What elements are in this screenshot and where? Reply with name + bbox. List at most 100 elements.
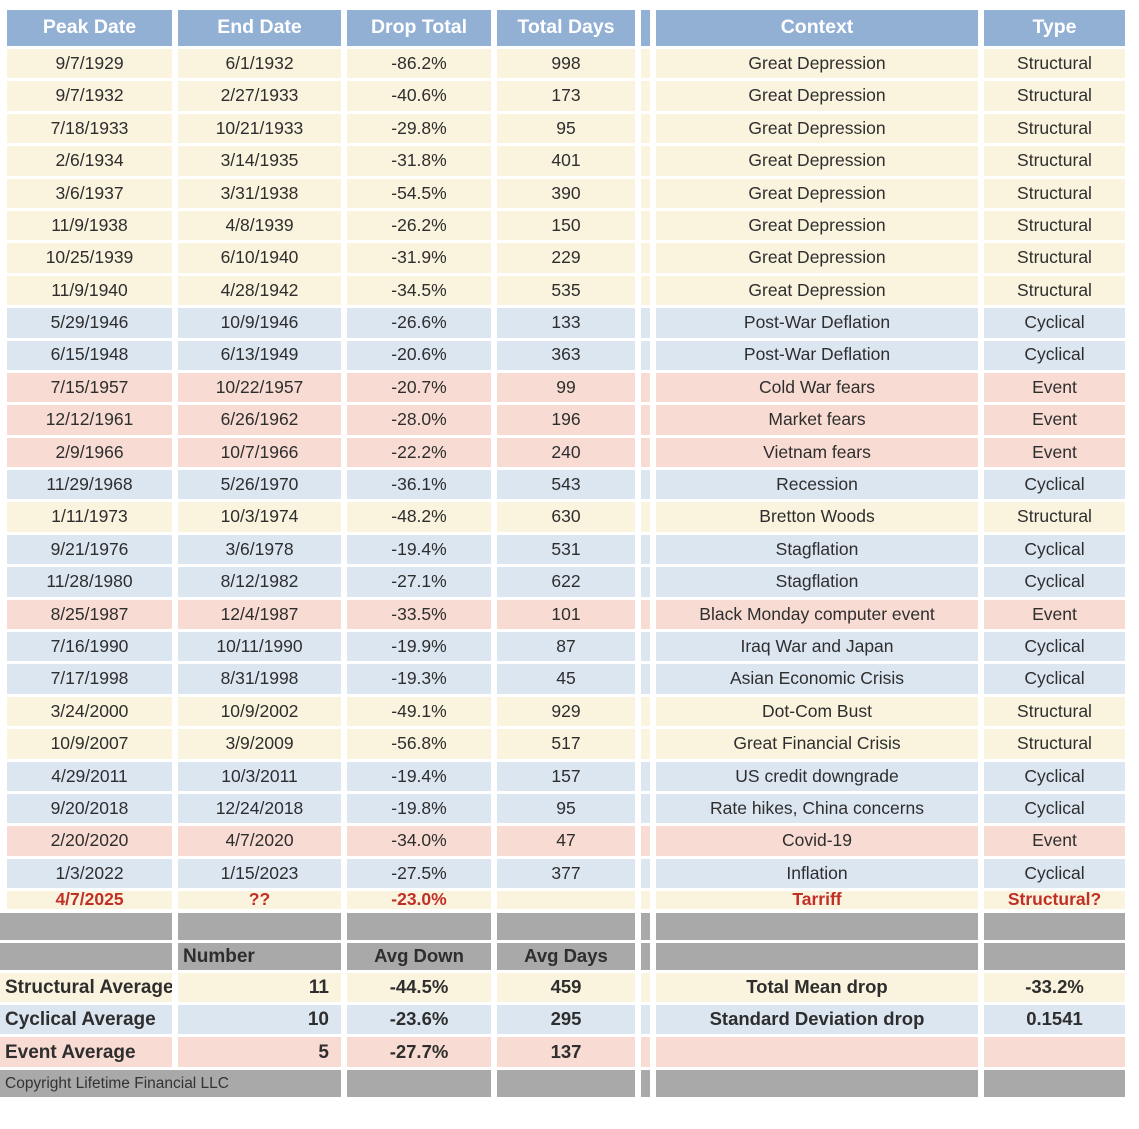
summary-label: Cyclical Average [0, 1005, 172, 1035]
blank-gray-cell [656, 1069, 978, 1097]
cell-drop-total: -20.6% [347, 340, 491, 370]
cell-total-days: 150 [497, 210, 635, 241]
cell-total-days: 535 [497, 275, 635, 306]
summary-value-avg-down: -27.7% [347, 1037, 491, 1067]
row-spacer [641, 470, 650, 500]
cell-total-days: 95 [497, 113, 635, 144]
row-spacer [641, 405, 650, 435]
cell-end-date: 2/27/1933 [178, 81, 341, 111]
cell-type: Cyclical [984, 470, 1125, 500]
cell-type: Structural [984, 49, 1125, 79]
cell-drop-total: -27.5% [347, 858, 491, 889]
cell-drop-total: -54.5% [347, 178, 491, 208]
cell-context: Great Depression [656, 49, 978, 79]
cell-drop-total: -86.2% [347, 49, 491, 79]
cell-context: Great Financial Crisis [656, 729, 978, 759]
cell-context: Asian Economic Crisis [656, 664, 978, 694]
row-spacer [641, 49, 650, 79]
summary-value-number: 11 [178, 972, 341, 1003]
summary-stat-value: -33.2% [984, 972, 1125, 1003]
cell-peak-date: 11/9/1938 [7, 210, 172, 241]
cell-type: Cyclical [984, 567, 1125, 597]
cell-total-days: 99 [497, 372, 635, 403]
cell-end-date: 4/28/1942 [178, 275, 341, 306]
summary-value-number: 10 [178, 1005, 341, 1035]
cell-drop-total: -34.5% [347, 275, 491, 306]
row-spacer [641, 729, 650, 759]
cell-drop-total: -20.7% [347, 372, 491, 403]
cell-peak-date: 9/21/1976 [7, 534, 172, 565]
cell-total-days [497, 891, 635, 909]
cell-drop-total: -31.8% [347, 146, 491, 176]
cell-context: Market fears [656, 405, 978, 435]
cell-peak-date: 9/7/1932 [7, 81, 172, 111]
cell-end-date: 10/7/1966 [178, 437, 341, 468]
cell-context: Great Depression [656, 275, 978, 306]
cell-type: Cyclical [984, 664, 1125, 694]
cell-total-days: 622 [497, 567, 635, 597]
cell-type: Cyclical [984, 632, 1125, 662]
cell-context: Post-War Deflation [656, 340, 978, 370]
cell-peak-date: 6/15/1948 [7, 340, 172, 370]
cell-peak-date: 11/9/1940 [7, 275, 172, 306]
cell-peak-date: 11/28/1980 [7, 567, 172, 597]
cell-peak-date: 2/9/1966 [7, 437, 172, 468]
cell-total-days: 517 [497, 729, 635, 759]
cell-context: Inflation [656, 858, 978, 889]
blank-gray-cell [497, 912, 635, 940]
summary-value-avg-days: 459 [497, 972, 635, 1003]
cell-type: Structural [984, 178, 1125, 208]
cell-peak-date: 8/25/1987 [7, 599, 172, 630]
cell-context: Stagflation [656, 567, 978, 597]
cell-end-date: 3/9/2009 [178, 729, 341, 759]
cell-drop-total: -19.9% [347, 632, 491, 662]
row-spacer [641, 1037, 650, 1067]
cell-drop-total: -40.6% [347, 81, 491, 111]
cell-type: Event [984, 599, 1125, 630]
cell-peak-date: 7/16/1990 [7, 632, 172, 662]
row-spacer [641, 793, 650, 824]
cell-peak-date: 1/3/2022 [7, 858, 172, 889]
row-spacer [641, 858, 650, 889]
cell-drop-total: -26.2% [347, 210, 491, 241]
cell-type: Event [984, 405, 1125, 435]
row-spacer [641, 696, 650, 727]
cell-type: Structural? [984, 891, 1125, 909]
cell-context: Great Depression [656, 113, 978, 144]
drawdown-table: Peak Date End Date Drop Total Total Days Con… [7, 10, 1125, 909]
row-spacer [641, 308, 650, 338]
cell-total-days: 630 [497, 502, 635, 532]
cell-peak-date: 9/20/2018 [7, 793, 172, 824]
summary-table: Number Avg Down Avg Days Structural Average… [0, 912, 1139, 1097]
cell-peak-date: 2/6/1934 [7, 146, 172, 176]
cell-peak-date: 7/17/1998 [7, 664, 172, 694]
row-spacer [641, 664, 650, 694]
cell-end-date: 8/12/1982 [178, 567, 341, 597]
cell-drop-total: -19.4% [347, 534, 491, 565]
cell-type: Event [984, 437, 1125, 468]
cell-peak-date: 12/12/1961 [7, 405, 172, 435]
row-spacer [641, 372, 650, 403]
cell-peak-date: 11/29/1968 [7, 470, 172, 500]
blank-gray-cell [0, 912, 172, 940]
cell-type: Cyclical [984, 534, 1125, 565]
row-spacer [641, 275, 650, 306]
cell-total-days: 390 [497, 178, 635, 208]
summary-value-avg-down: -23.6% [347, 1005, 491, 1035]
cell-total-days: 133 [497, 308, 635, 338]
cell-drop-total: -19.3% [347, 664, 491, 694]
blank-gray-cell [984, 942, 1125, 970]
cell-end-date: ?? [178, 891, 341, 909]
summary-header-avg-days: Avg Days [497, 942, 635, 970]
summary-value-number: 5 [178, 1037, 341, 1067]
cell-end-date: 12/4/1987 [178, 599, 341, 630]
cell-end-date: 12/24/2018 [178, 793, 341, 824]
cell-end-date: 10/9/1946 [178, 308, 341, 338]
cell-end-date: 6/10/1940 [178, 243, 341, 273]
row-spacer [641, 243, 650, 273]
cell-type: Cyclical [984, 308, 1125, 338]
row-spacer [641, 146, 650, 176]
row-spacer [641, 210, 650, 241]
cell-end-date: 4/7/2020 [178, 826, 341, 856]
cell-type: Structural [984, 275, 1125, 306]
